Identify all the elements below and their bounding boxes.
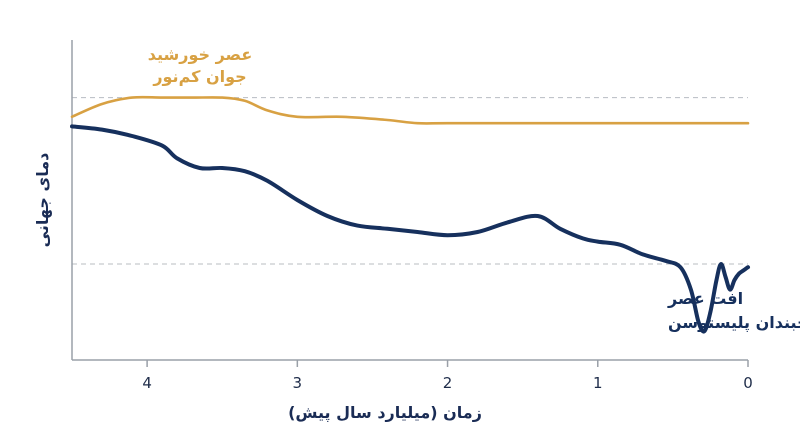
series-line-0 xyxy=(70,95,750,125)
series-label-0-line-1: جوان کم‌نور xyxy=(152,67,246,86)
x-axis-title: زمان (میلیارد سال پیش) xyxy=(288,403,482,423)
x-tick-label-4: 0 xyxy=(743,374,753,392)
series-labels: عصر خورشید جوان کم‌نور افت عصر یخبندان پلیس… xyxy=(148,45,800,333)
axes xyxy=(71,40,748,361)
series-label-1-line-0: افت عصر xyxy=(667,289,743,308)
y-axis-title: دمای جهانی xyxy=(33,153,52,248)
x-tick-label-2: 2 xyxy=(443,374,453,392)
series-label-0-line-0: عصر خورشید xyxy=(148,45,253,64)
series-label-1-line-1: یخبندان پلیستوسن xyxy=(668,313,800,333)
series-line-1 xyxy=(70,124,750,334)
series-layer xyxy=(70,95,750,334)
x-tick-label-3: 1 xyxy=(593,374,603,392)
x-tick-label-1: 3 xyxy=(293,374,303,392)
x-axis-ticks: 4 3 2 1 0 xyxy=(142,360,753,392)
x-tick-label-0: 4 xyxy=(142,374,152,392)
